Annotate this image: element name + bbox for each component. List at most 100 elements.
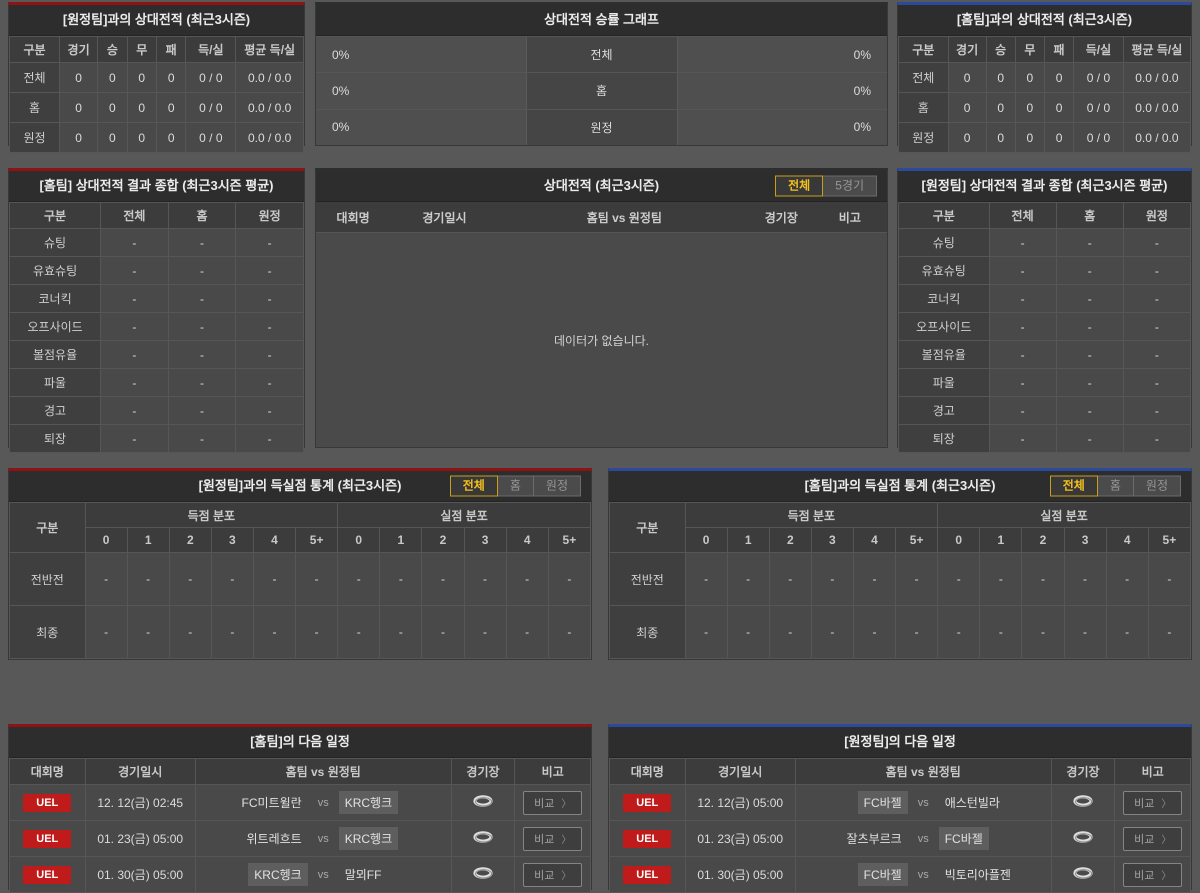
row-label: 홈 (898, 92, 949, 123)
panel-title: [홈팀]의 다음 일정 (9, 727, 591, 758)
compare-button[interactable]: 비교 〉 (523, 862, 583, 887)
goal-stats-home-tabs: 전체 홈 원정 (1049, 475, 1181, 497)
stat-cell: - (684, 605, 728, 659)
col-header: 대회명 (336, 210, 370, 225)
table-header-row: 구분 전체 홈 원정 (8, 202, 304, 229)
bin-header: 4 (1105, 527, 1149, 553)
stat-cell: 0 (97, 122, 128, 153)
stat-cell: - (988, 256, 1057, 285)
col-header: 경기일시 (684, 758, 796, 785)
col-header: 홈 (167, 202, 237, 229)
compare-button[interactable]: 비교 〉 (1123, 790, 1183, 815)
home-team-name: FC바젤 (857, 791, 908, 814)
panel-title-text: [원정팀]과의 득실점 통계 (최근3시즌) (198, 478, 402, 493)
stat-cell: - (988, 396, 1057, 425)
table-row: 원정 0 0 0 0 0 / 0 0.0 / 0.0 (9, 122, 304, 153)
stat-cell: - (1147, 605, 1192, 659)
table-row: 퇴장 - - - (8, 424, 304, 453)
tab-home[interactable]: 홈 (496, 475, 534, 497)
metric-label: 퇴장 (8, 424, 102, 453)
tab-home[interactable]: 홈 (1096, 475, 1134, 497)
match: FC바젤 vs 빅토리아플젠 (798, 863, 1049, 886)
league-cell: UEL (9, 856, 86, 893)
league-badge: UEL (623, 793, 672, 812)
stat-cell: - (337, 552, 381, 606)
stat-cell: - (167, 284, 237, 313)
home-pct-label: 0% (332, 47, 350, 62)
stadium-cell (450, 784, 516, 821)
chevron-right-icon: 〉 (1161, 799, 1172, 810)
compare-button[interactable]: 비교 〉 (523, 826, 583, 851)
tab-away[interactable]: 원정 (532, 475, 581, 497)
panel-win-rate-graph: 상대전적 승률 그래프 0% 전체 0% 0% 홈 0% 0% 원정 0% (315, 2, 888, 146)
stat-cell: 0 (1014, 92, 1045, 123)
h2h-away-table: 구분 경기 승 무 패 득/실 평균 득/실 전체 0 0 0 0 0 / 0 … (9, 36, 304, 153)
tab-5games[interactable]: 5경기 (822, 175, 877, 197)
bin-header: 0 (337, 527, 381, 553)
table-header-row: 0 1 2 3 4 5+ 0 1 2 3 4 5+ (610, 527, 1192, 553)
col-header: 경기 (947, 36, 987, 63)
bin-header: 2 (1021, 527, 1065, 553)
metric-label: 파울 (8, 368, 102, 397)
row-label: 최종 (9, 605, 86, 659)
away-team-side: KRC헹크 (338, 791, 449, 814)
stat-cell: 0 / 0 (1073, 92, 1124, 123)
stat-cell: - (1122, 228, 1192, 257)
table-row: 오프사이드 - - - (898, 312, 1192, 341)
stadium-icon[interactable] (1072, 830, 1094, 847)
panel-h2h-vs-home: [홈팀]과의 상대전적 (최근3시즌) 구분 경기 승 무 패 득/실 평균 득… (897, 2, 1192, 153)
league-cell: UEL (9, 820, 86, 857)
vs-label: vs (317, 832, 329, 845)
stadium-icon[interactable] (472, 794, 494, 811)
col-header: 경기장 (764, 210, 798, 225)
tab-all[interactable]: 전체 (1049, 475, 1098, 497)
home-team-side: 위트레흐트 (198, 827, 308, 850)
metric-label: 파울 (898, 368, 990, 397)
stat-cell: - (1055, 396, 1124, 425)
home-team-side: 잘츠부르크 (798, 827, 908, 850)
vs-label: vs (317, 796, 329, 809)
home-team-side: FC바젤 (798, 863, 908, 886)
home-pct-label: 0% (332, 83, 350, 98)
tab-all[interactable]: 전체 (449, 475, 498, 497)
stat-cell: - (167, 424, 237, 453)
home-team-name: 위트레흐트 (246, 832, 302, 846)
compare-button-label: 비교 (1134, 869, 1155, 882)
stadium-cell (450, 856, 516, 893)
panel-goal-stats-vs-home: [홈팀]과의 득실점 통계 (최근3시즌) 전체 홈 원정 구분 득점 분포 실… (608, 468, 1192, 660)
stat-cell: - (235, 228, 304, 257)
stat-cell: - (235, 368, 304, 397)
col-header: 대회명 (609, 758, 686, 785)
compare-button[interactable]: 비교 〉 (523, 790, 583, 815)
stadium-icon[interactable] (1072, 794, 1094, 811)
table-row: 전체 0 0 0 0 0 / 0 0.0 / 0.0 (898, 62, 1192, 93)
stadium-icon[interactable] (1072, 866, 1094, 883)
datetime-cell: 12. 12(금) 02:45 (84, 784, 196, 821)
stat-cell: - (100, 396, 169, 425)
bin-header: 5+ (295, 527, 339, 553)
stadium-icon[interactable] (472, 830, 494, 847)
metric-label: 경고 (898, 396, 990, 425)
compare-button[interactable]: 비교 〉 (1123, 862, 1183, 887)
away-team-side: 말뫼FF (339, 863, 449, 886)
graph-row-label: 전체 (525, 37, 678, 73)
stat-cell: - (505, 605, 549, 659)
compare-button-label: 비교 (1134, 833, 1155, 846)
datetime-cell: 01. 23(금) 05:00 (684, 820, 796, 857)
stat-cell: 0 (985, 92, 1016, 123)
compare-button[interactable]: 비교 〉 (1123, 826, 1183, 851)
table-row: 코너킥 - - - (8, 284, 304, 313)
table-header-row: 구분 전체 홈 원정 (898, 202, 1192, 229)
tab-away[interactable]: 원정 (1132, 475, 1181, 497)
stadium-icon[interactable] (472, 866, 494, 883)
away-team-name: FC바젤 (938, 827, 989, 850)
match-cell: FC바젤 vs 빅토리아플젠 (794, 856, 1052, 893)
stat-cell: 0 / 0 (1073, 62, 1124, 93)
tab-all[interactable]: 전체 (775, 175, 824, 197)
metric-label: 오프사이드 (898, 312, 990, 341)
panel-title-text: 상대전적 (최근3시즌) (543, 178, 660, 193)
col-header: 승 (97, 36, 128, 63)
result-summary-home-table: 구분 전체 홈 원정 슈팅 - - - 유효슈팅 - - - 코너킥 - - - 오프사이드 - - -… (8, 202, 304, 453)
stat-cell: 0 (947, 92, 987, 123)
col-header: 전체 (988, 202, 1057, 229)
